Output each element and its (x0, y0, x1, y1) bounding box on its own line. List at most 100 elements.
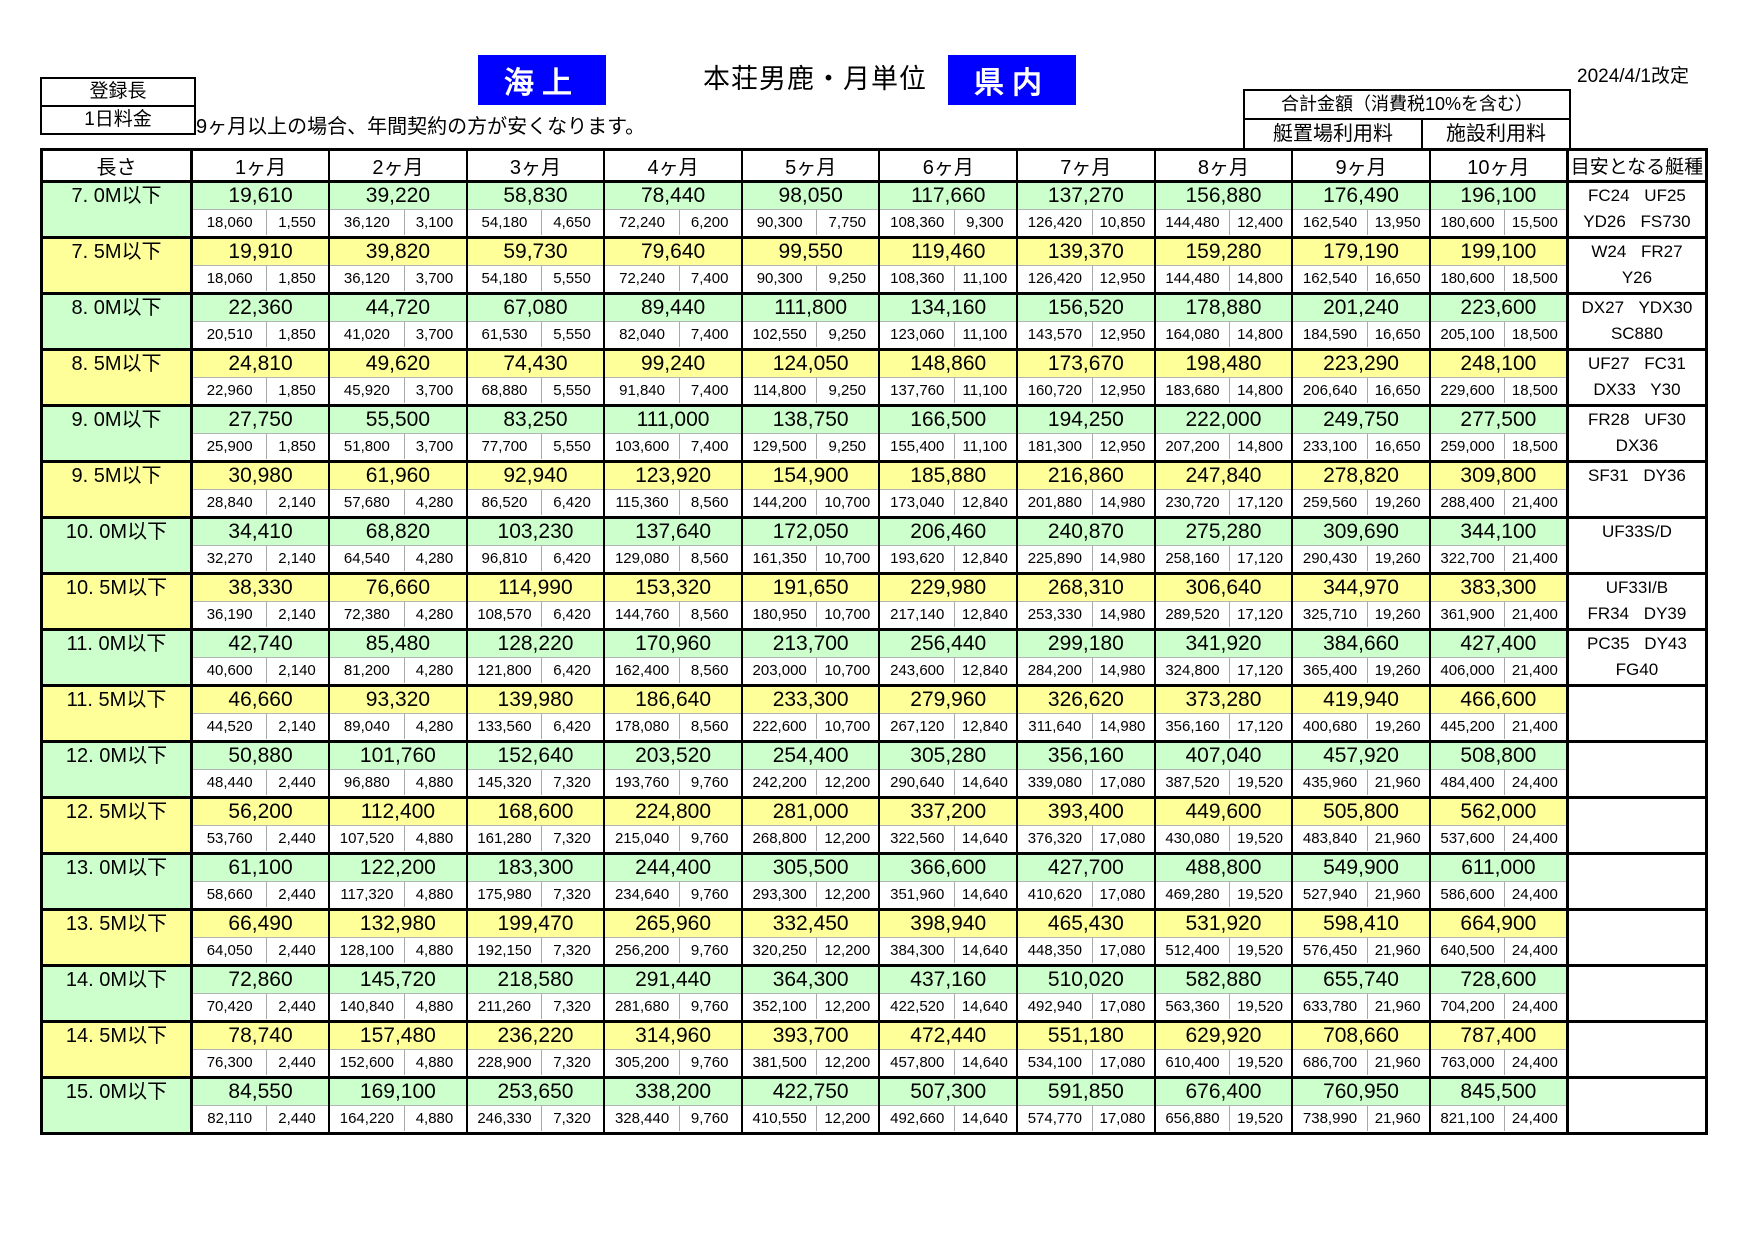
fee-breakdown-cell: 41,020 3,700 (328, 321, 468, 350)
berth-fee-value: 82,040 (606, 322, 680, 347)
total-fee-cell: 30,980 (190, 460, 331, 490)
berth-fee-value: 704,200 (1432, 994, 1506, 1019)
total-fee-cell: 236,220 (465, 1020, 606, 1050)
length-label-spacer (41, 993, 193, 1022)
total-fee-cell: 277,500 (1428, 404, 1569, 434)
facility-fee-value: 19,520 (1237, 774, 1283, 791)
total-fee-cell: 299,180 (1016, 628, 1156, 658)
total-fee-cell: 92,940 (465, 460, 606, 490)
total-fee-cell: 132,980 (328, 908, 468, 938)
boat-type-line: Y26 (1621, 268, 1653, 287)
fee-breakdown-cell: 422,520 14,640 (878, 993, 1019, 1022)
boat-type-cell (1565, 964, 1707, 1022)
facility-fee-value: 7,750 (828, 214, 867, 231)
total-fee-cell: 50,880 (190, 740, 331, 770)
berth-fee-value: 180,600 (1432, 266, 1506, 291)
berth-fee-value: 144,480 (1157, 266, 1231, 291)
facility-fee-value: 7,320 (553, 942, 591, 959)
facility-fee-value: 14,640 (961, 1054, 1008, 1071)
price-row-sub: 82,110 2,440 164,220 4,880 246,330 7,320 328,4… (41, 1105, 1707, 1134)
facility-fee-value: 24,400 (1511, 942, 1558, 959)
berth-fee-value: 293,300 (744, 882, 818, 907)
facility-fee-value: 19,520 (1237, 998, 1283, 1015)
facility-fee-value: 18,500 (1511, 382, 1558, 399)
facility-fee-value: 7,400 (690, 326, 729, 343)
facility-fee-value: 18,500 (1511, 326, 1558, 343)
total-fee-cell: 101,760 (328, 740, 468, 770)
total-fee-cell: 137,270 (1016, 180, 1156, 210)
boat-type-line: DX27 YDX30 (1581, 298, 1693, 317)
fee-breakdown-cell: 258,160 17,120 (1153, 545, 1294, 574)
fee-breakdown-cell: 290,430 19,260 (1291, 545, 1431, 574)
berth-fee-value: 155,400 (881, 434, 956, 459)
total-fee-cell: 457,920 (1291, 740, 1431, 770)
facility-fee-value: 19,260 (1374, 606, 1421, 623)
fee-breakdown-cell: 381,500 12,200 (740, 1049, 881, 1078)
berth-fee-value: 162,540 (1294, 266, 1368, 291)
total-fee-cell: 314,960 (603, 1020, 743, 1050)
facility-fee-value: 7,320 (553, 998, 591, 1015)
boat-type-line (1570, 993, 1705, 1019)
total-fee-cell: 488,800 (1153, 852, 1294, 882)
facility-fee-value: 2,140 (278, 662, 316, 679)
fee-breakdown-cell: 44,520 2,140 (190, 713, 331, 742)
price-row-main: 15. 0M以下 84,550 169,100 253,650 338,200 422,7… (41, 1076, 1707, 1134)
berth-fee-value: 32,270 (193, 546, 268, 571)
fee-breakdown-cell: 81,200 4,280 (328, 657, 468, 686)
berth-fee-value: 102,550 (744, 322, 818, 347)
facility-fee-value: 5,550 (553, 270, 591, 287)
berth-fee-value: 492,660 (881, 1106, 956, 1131)
berth-fee-value: 258,160 (1157, 546, 1231, 571)
boat-type-line: UF27 FC31 (1588, 354, 1686, 373)
boat-type-cell (1565, 1020, 1707, 1078)
facility-fee-label: 施設利用料 (1446, 123, 1546, 145)
fee-breakdown-cell: 82,110 2,440 (190, 1105, 331, 1134)
boat-type-cell: FC24 UF25 YD26 FS730 (1565, 180, 1707, 238)
fee-breakdown-cell: 68,880 5,550 (465, 377, 606, 406)
facility-fee-value: 12,950 (1099, 326, 1146, 343)
berth-fee-value: 253,330 (1019, 602, 1093, 627)
berth-fee-value: 36,120 (331, 210, 405, 235)
facility-fee-value: 7,400 (690, 382, 729, 399)
total-fee-cell: 510,020 (1016, 964, 1156, 994)
total-fee-cell: 198,480 (1153, 348, 1294, 378)
berth-fee-value: 144,480 (1157, 210, 1231, 235)
fee-breakdown-cell: 126,420 10,850 (1016, 209, 1156, 238)
total-fee-cell: 159,280 (1153, 236, 1294, 266)
berth-fee-value: 129,080 (606, 546, 680, 571)
facility-fee-value: 9,760 (690, 774, 729, 791)
facility-fee-value: 2,440 (278, 886, 316, 903)
price-row-sub: 48,440 2,440 96,880 4,880 145,320 7,320 193,76… (41, 769, 1707, 798)
fee-breakdown-cell: 234,640 9,760 (603, 881, 743, 910)
price-row-sub: 40,600 2,140 81,200 4,280 121,800 6,420 162,40… (41, 657, 1707, 686)
total-fee-cell: 229,980 (878, 572, 1019, 602)
boat-type-cell (1565, 1076, 1707, 1134)
facility-fee-value: 17,120 (1237, 606, 1283, 623)
fee-breakdown-cell: 82,040 7,400 (603, 321, 743, 350)
total-fee-cell: 582,880 (1153, 964, 1294, 994)
facility-fee-value: 9,250 (828, 382, 867, 399)
facility-fee-value: 12,840 (961, 550, 1008, 567)
berth-fee-value: 534,100 (1019, 1050, 1093, 1075)
berth-fee-value: 230,720 (1157, 490, 1231, 515)
facility-fee-value: 17,080 (1099, 774, 1146, 791)
fee-breakdown-cell: 821,100 24,400 (1428, 1105, 1569, 1134)
berth-fee-value: 96,880 (331, 770, 405, 795)
berth-fee-value: 82,110 (193, 1106, 268, 1131)
fee-breakdown-cell: 284,200 14,980 (1016, 657, 1156, 686)
length-label-spacer (41, 209, 193, 238)
berth-fee-value: 61,530 (469, 322, 543, 347)
fee-breakdown-cell: 211,260 7,320 (465, 993, 606, 1022)
facility-fee-value: 19,260 (1374, 550, 1421, 567)
total-fee-cell: 427,400 (1428, 628, 1569, 658)
fee-breakdown-cell: 246,330 7,320 (465, 1105, 606, 1134)
berth-fee-value: 140,840 (331, 994, 405, 1019)
length-label-spacer (41, 265, 193, 294)
berth-fee-value: 180,600 (1432, 210, 1506, 235)
fee-breakdown-cell: 90,300 9,250 (740, 265, 881, 294)
berth-fee-value: 527,940 (1294, 882, 1368, 907)
length-label-spacer (41, 1105, 193, 1134)
berth-fee-value: 259,000 (1432, 434, 1506, 459)
facility-fee-value: 3,700 (415, 382, 454, 399)
berth-fee-value: 108,360 (881, 210, 956, 235)
